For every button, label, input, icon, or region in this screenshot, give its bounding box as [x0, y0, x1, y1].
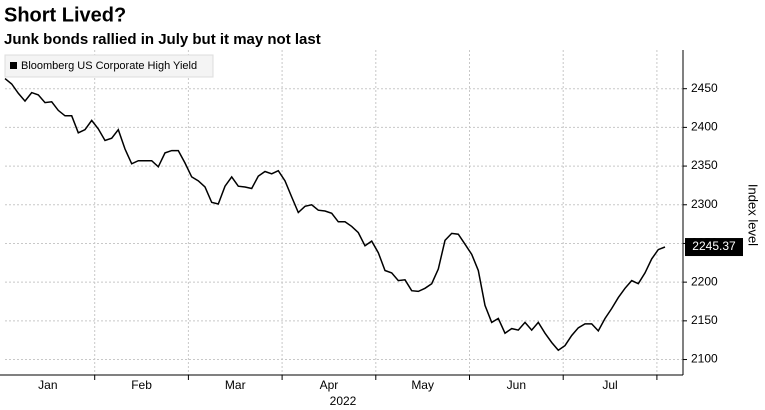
x-tick-label: Jan — [38, 378, 57, 392]
y-axis-label: Index level — [746, 184, 761, 246]
x-tick-label: Jun — [507, 378, 526, 392]
y-tick-label: 2400 — [691, 120, 718, 134]
x-tick-label: May — [411, 378, 434, 392]
y-tick-label: 2150 — [691, 313, 718, 327]
last-value-label: 2245.37 — [692, 239, 736, 253]
x-sublabel: 2022 — [330, 394, 357, 408]
y-tick-label: 2300 — [691, 197, 718, 211]
x-tick-label: Mar — [225, 378, 246, 392]
x-tick-label: Apr — [320, 378, 339, 392]
legend-label: Bloomberg US Corporate High Yield — [21, 60, 197, 72]
line — [4, 78, 666, 352]
chart-subtitle: Junk bonds rallied in July but it may no… — [4, 31, 321, 48]
y-tick-label: 2200 — [691, 274, 718, 288]
y-tick-label: 2450 — [691, 81, 718, 95]
chart-title: Short Lived? — [4, 4, 126, 26]
legend-swatch — [10, 62, 17, 69]
x-tick-label: Feb — [131, 378, 152, 392]
last-value-box — [685, 238, 743, 257]
legend-box — [4, 54, 214, 78]
x-tick-label: Jul — [602, 378, 617, 392]
y-tick-label: 2100 — [691, 352, 718, 366]
y-tick-label: 2350 — [691, 158, 718, 172]
